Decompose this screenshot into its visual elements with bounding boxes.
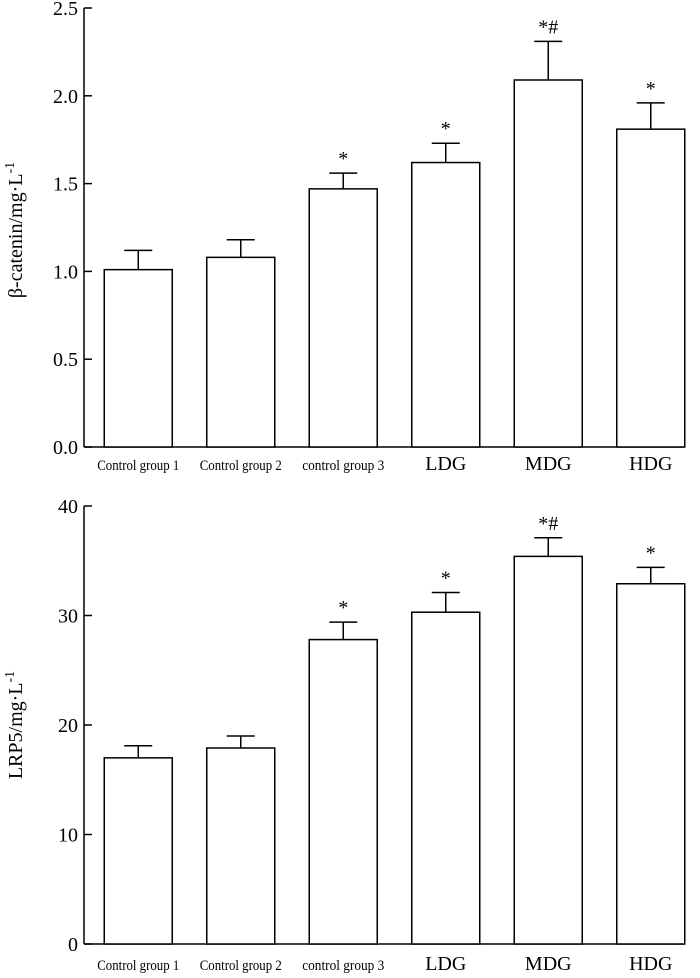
significance-marker: *# <box>538 513 558 535</box>
x-category-label: Control group 2 <box>200 458 282 474</box>
bar <box>411 611 481 945</box>
y-axis-label: LRP5/mg·L-1 <box>3 671 27 779</box>
y-axis-label-text: LRP5/mg·L <box>5 683 27 780</box>
x-category-label: MDG <box>525 953 572 975</box>
bar <box>308 188 378 448</box>
y-tick-label: 40 <box>58 496 78 518</box>
y-tick-label: 1.5 <box>53 174 78 196</box>
bar <box>103 268 173 448</box>
x-category-label: Control group 1 <box>97 458 179 474</box>
y-axis-label-superscript: -1 <box>3 162 18 174</box>
significance-marker: * <box>338 597 348 619</box>
bar <box>513 79 583 448</box>
x-category-label: control group 3 <box>302 958 384 974</box>
y-axis-label-text: β-catenin/mg·L <box>5 174 27 299</box>
x-category-label: Control group 1 <box>97 958 179 974</box>
chart-panel-2: 0 10 20 30 40 LRP5/mg·L-1 Control group 1 Contr… <box>3 496 686 975</box>
y-tick-label: 0 <box>68 934 78 956</box>
significance-marker: * <box>646 78 656 100</box>
bar <box>411 161 481 448</box>
x-category-label: HDG <box>629 953 672 975</box>
y-tick-label: 2.0 <box>53 86 78 108</box>
bar <box>616 582 686 945</box>
y-axis-label-superscript: -1 <box>3 671 18 683</box>
y-tick-label: 0.5 <box>53 349 78 371</box>
y-tick-label: 30 <box>58 606 78 628</box>
x-category-label: Control group 2 <box>200 958 282 974</box>
x-category-label: HDG <box>629 453 672 475</box>
x-category-label: MDG <box>525 453 572 475</box>
x-category-label: LDG <box>425 953 466 975</box>
chart-panel-1: 0.0 0.5 1.0 1.5 2.0 2.5 β-catenin/mg·L-1 Contro… <box>3 0 686 475</box>
significance-marker: * <box>441 568 451 590</box>
y-axis-label: β-catenin/mg·L-1 <box>3 162 27 298</box>
y-tick-label: 1.0 <box>53 261 78 283</box>
y-tick-label: 10 <box>58 825 78 847</box>
y-tick-label: 0.0 <box>53 437 78 459</box>
x-category-label: LDG <box>425 453 466 475</box>
bar <box>103 757 173 945</box>
significance-marker: * <box>646 542 656 564</box>
significance-marker: * <box>338 148 348 170</box>
significance-marker: *# <box>538 16 558 38</box>
bar <box>206 256 276 448</box>
y-tick-label: 2.5 <box>53 0 78 20</box>
significance-marker: * <box>441 118 451 140</box>
bar <box>616 128 686 448</box>
bar <box>308 638 378 945</box>
bar <box>206 747 276 945</box>
y-tick-label: 20 <box>58 715 78 737</box>
bar <box>513 555 583 945</box>
x-category-label: control group 3 <box>302 458 384 474</box>
